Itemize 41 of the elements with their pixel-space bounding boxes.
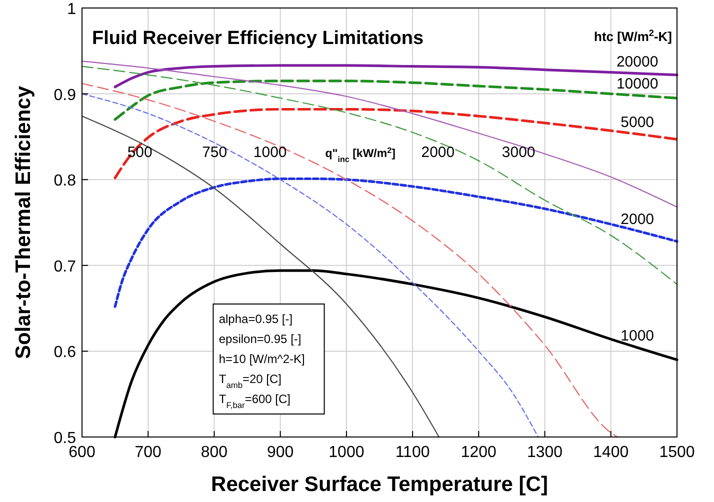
y-tick-label: 0.9 (54, 86, 76, 104)
x-tick-label: 1300 (526, 444, 563, 461)
y-tick-label: 1 (67, 1, 76, 18)
series-label: 750 (202, 144, 228, 162)
y-tick-label: 0.6 (54, 344, 76, 362)
legend-title: htc [W/m$^{2}$-K] (594, 28, 672, 44)
x-tick-label: 1400 (593, 444, 629, 461)
x-tick-label: 1500 (659, 444, 695, 461)
series-label: 1000 (620, 327, 654, 344)
x-tick-label: 900 (266, 444, 294, 461)
series-label: 5000 (620, 114, 654, 132)
x-tick-label: 1200 (460, 444, 497, 461)
annotation: T$_{F,bar}$=600 [C] (218, 392, 291, 410)
y-axis-title: Solar-to-Thermal Efficiency (12, 86, 35, 360)
line-series (114, 108, 678, 180)
x-axis-title: Receiver Surface Temperature [C] (211, 473, 548, 496)
annotation: epsilon=0.95 [-] (218, 332, 302, 346)
series-label: 20000 (616, 53, 658, 70)
series-label: 2000 (620, 211, 654, 228)
y-tick-label: 0.8 (54, 172, 76, 190)
annotation: alpha=0.95 [-] (218, 312, 293, 326)
text: Fluid Receiver Efficiency Limitations (92, 28, 424, 49)
line-series (81, 66, 678, 285)
annotation: q"$_{inc}$ [kW/m$^{2}$] (325, 146, 396, 164)
series-label: 1000 (253, 144, 287, 162)
y-tick-label: 0.5 (54, 430, 76, 447)
series-label: 10000 (616, 76, 658, 93)
annotation: h=10 [W/m^2-K] (218, 352, 305, 366)
annotation: T$_{amb}$=20 [C] (218, 372, 282, 390)
x-tick-label: 800 (200, 444, 228, 461)
line-series (81, 93, 539, 438)
series-label: 2000 (421, 144, 455, 162)
line-series (81, 82, 618, 438)
line-series (114, 177, 678, 308)
series-label: 3000 (502, 144, 536, 162)
y-tick-label: 0.7 (54, 258, 76, 276)
series-label: 500 (127, 144, 152, 162)
x-tick-label: 600 (68, 444, 96, 461)
x-tick-label: 1000 (328, 444, 364, 461)
x-tick-label: 700 (134, 444, 162, 461)
x-tick-label: 1100 (395, 444, 430, 461)
